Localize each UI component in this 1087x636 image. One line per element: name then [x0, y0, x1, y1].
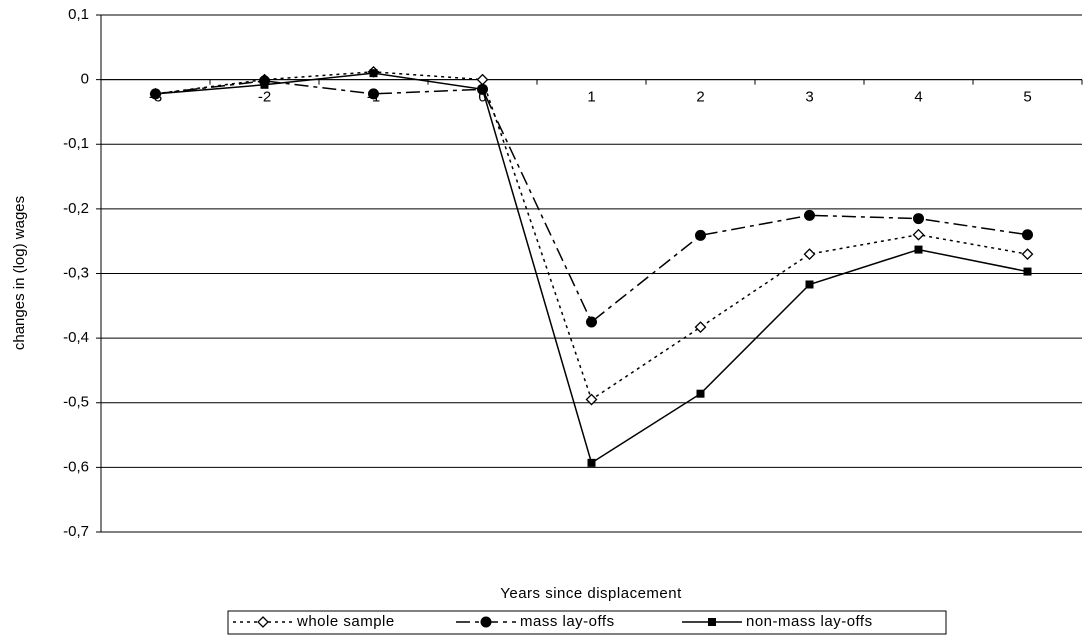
- series-line: [155, 71, 1028, 401]
- marker: [1022, 229, 1033, 241]
- x-tick-label: 0: [478, 89, 486, 106]
- legend-label: whole sample: [296, 613, 395, 630]
- x-axis-label: Years since displacement: [500, 585, 682, 602]
- y-tick-label: -0,3: [63, 264, 89, 281]
- marker: [912, 228, 925, 241]
- marker: [913, 213, 924, 225]
- marker: [257, 616, 269, 628]
- y-tick-label: 0,1: [68, 6, 89, 23]
- marker: [476, 73, 489, 86]
- marker: [369, 69, 378, 78]
- y-tick-label: -0,6: [63, 458, 89, 475]
- marker: [805, 280, 814, 289]
- x-tick-label: 5: [1023, 89, 1031, 106]
- marker: [804, 209, 815, 221]
- legend-label: non-mass lay-offs: [746, 613, 873, 630]
- marker: [694, 321, 707, 334]
- x-tick-label: 1: [587, 89, 595, 106]
- marker: [1021, 248, 1034, 261]
- series-line: [155, 80, 1028, 324]
- legend-label: mass lay-offs: [520, 613, 615, 630]
- y-tick-label: 0: [81, 71, 89, 88]
- marker: [803, 248, 816, 261]
- y-axis-label: changes in (log) wages: [11, 196, 28, 350]
- marker: [587, 458, 596, 467]
- marker: [708, 618, 716, 626]
- marker: [480, 616, 492, 628]
- x-tick-label: -2: [258, 89, 271, 106]
- marker: [696, 389, 705, 398]
- marker: [151, 89, 160, 98]
- x-tick-label: 4: [914, 89, 922, 106]
- x-tick-label: 2: [696, 89, 704, 106]
- marker: [585, 393, 598, 406]
- marker: [586, 316, 597, 328]
- y-tick-label: -0,1: [63, 135, 89, 152]
- x-tick-label: 3: [805, 89, 813, 106]
- legend-box: [227, 610, 947, 635]
- marker: [914, 245, 923, 254]
- y-tick-label: -0,7: [63, 523, 89, 540]
- y-tick-label: -0,5: [63, 394, 89, 411]
- marker: [695, 229, 706, 241]
- y-tick-label: -0,4: [63, 329, 89, 346]
- marker: [1023, 267, 1032, 276]
- y-tick-label: -0,2: [63, 200, 89, 217]
- marker: [260, 80, 269, 89]
- marker: [478, 85, 487, 94]
- marker: [368, 88, 379, 100]
